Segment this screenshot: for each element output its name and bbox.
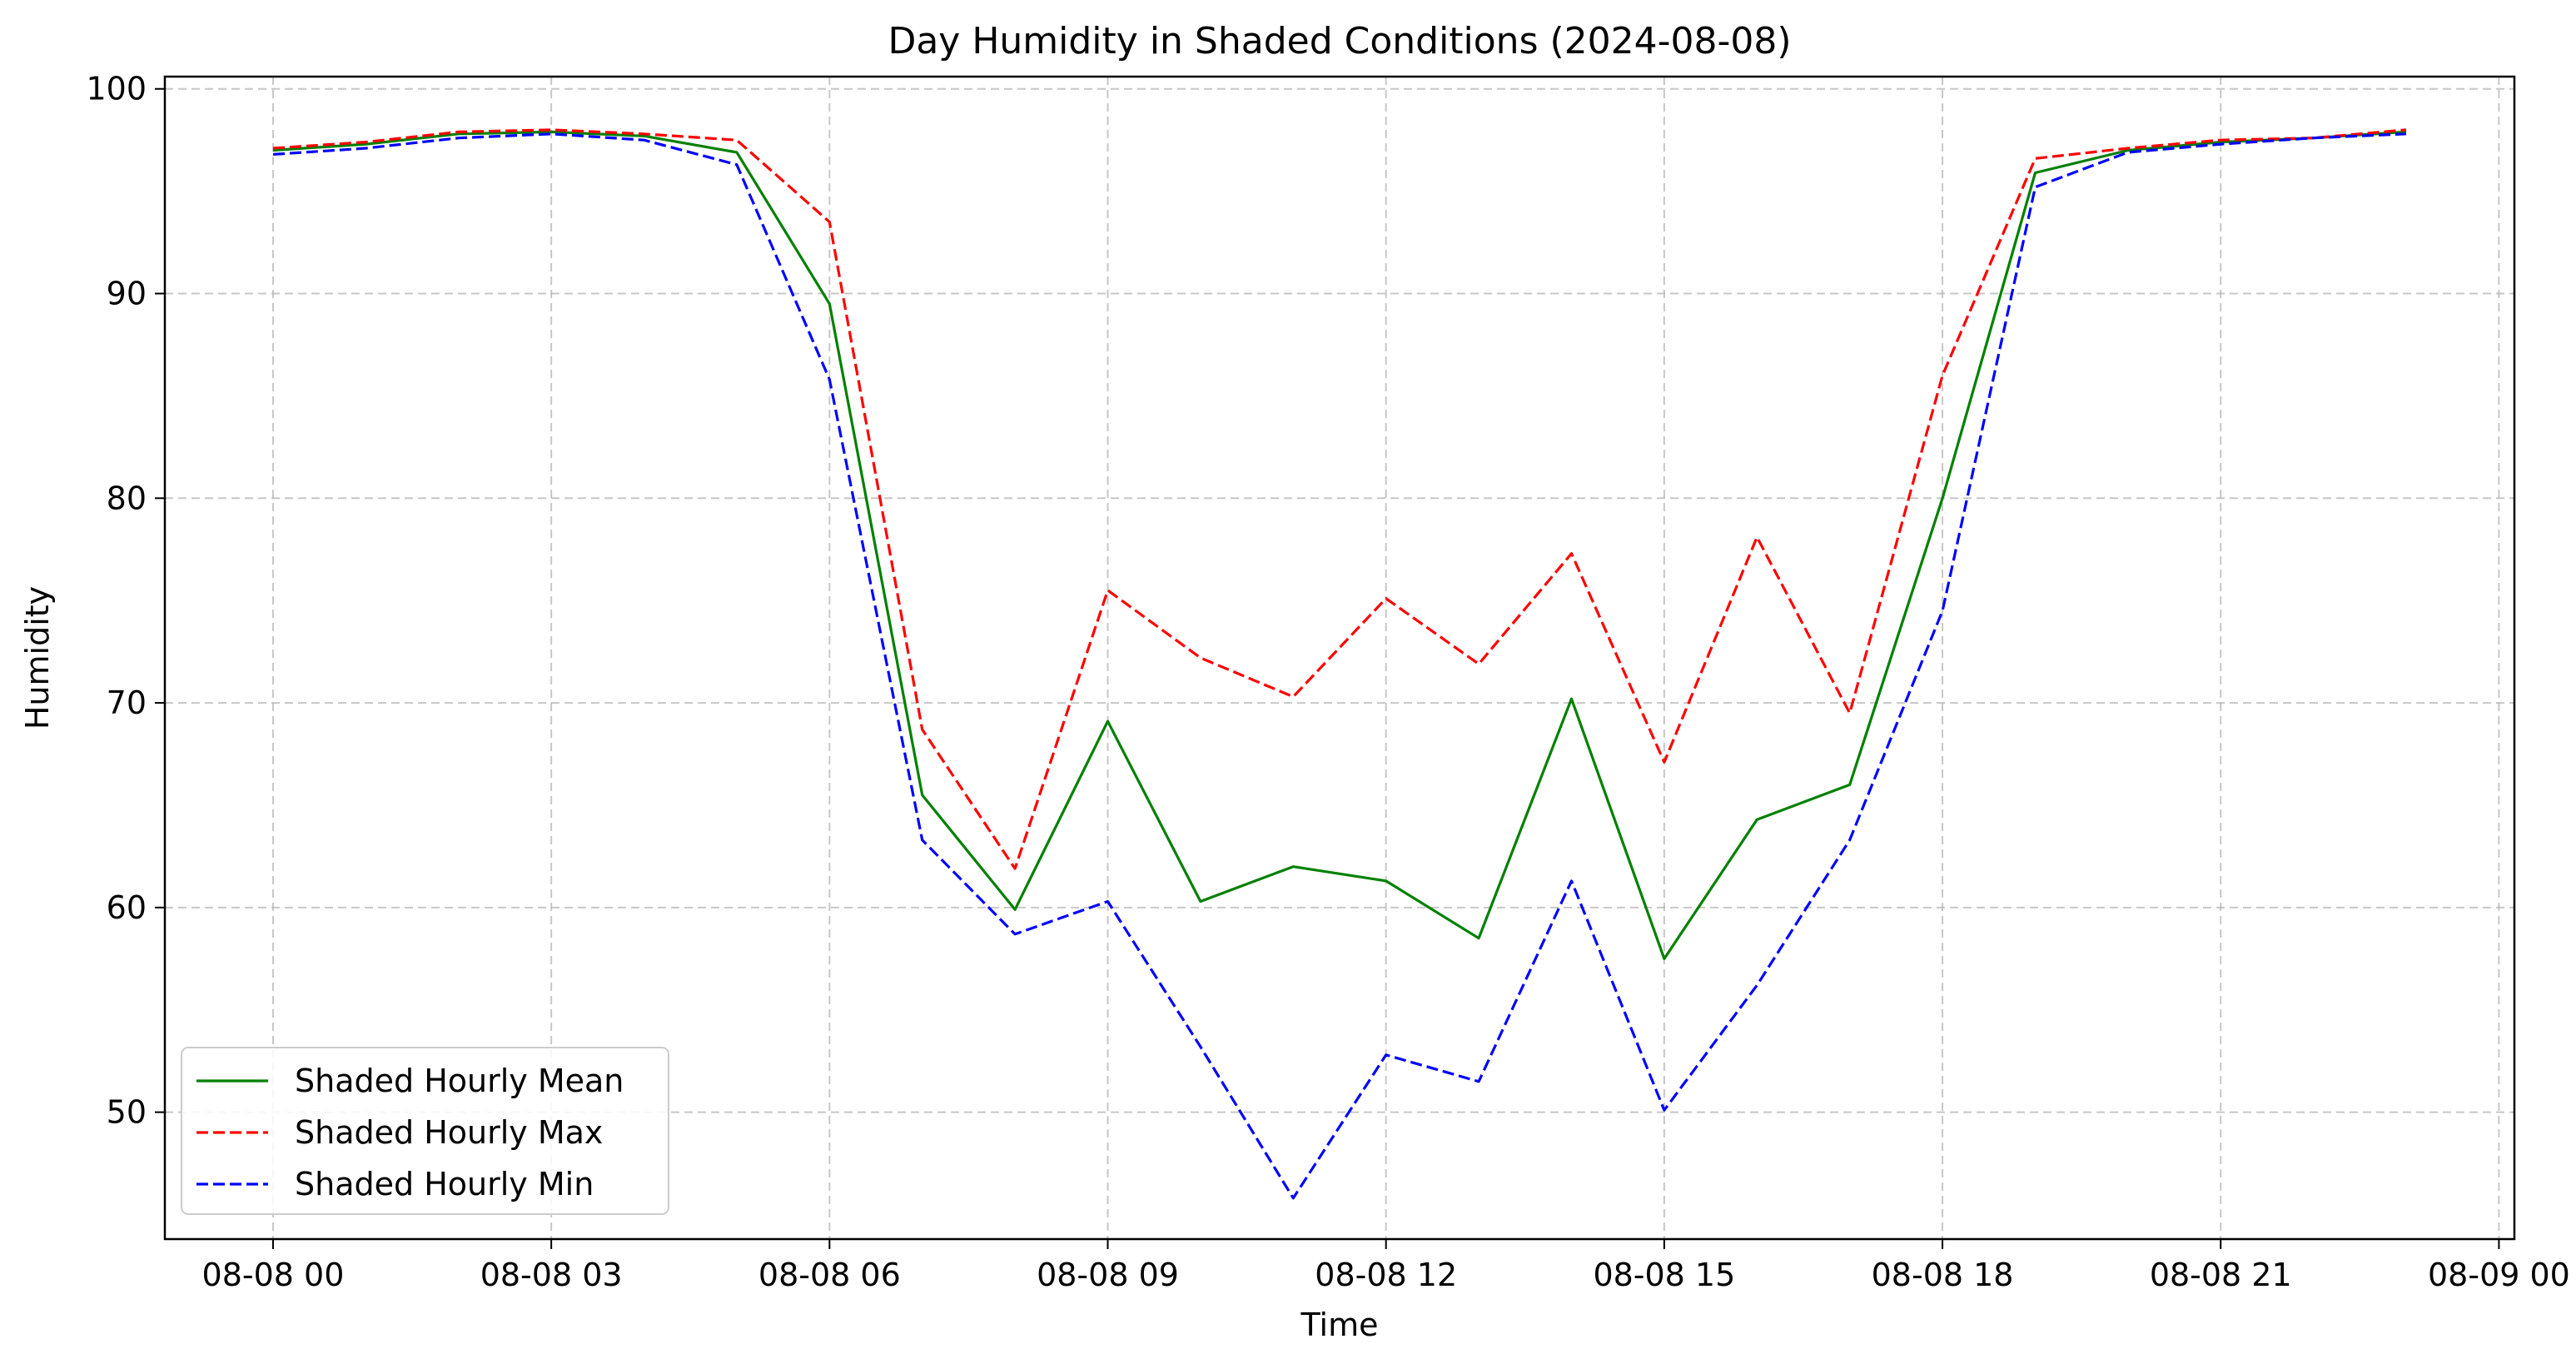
x-tick-label: 08-08 12 xyxy=(1315,1257,1457,1293)
legend-label-0: Shaded Hourly Mean xyxy=(295,1063,624,1099)
x-tick-label: 08-08 06 xyxy=(758,1257,901,1293)
grid xyxy=(165,77,2514,1239)
x-tick-label: 08-09 00 xyxy=(2428,1257,2570,1293)
x-tick-label: 08-08 18 xyxy=(1872,1257,2014,1293)
x-tick-label: 08-08 09 xyxy=(1037,1257,1179,1293)
y-tick-label: 90 xyxy=(107,276,147,312)
legend-label-2: Shaded Hourly Min xyxy=(295,1166,594,1202)
series-line-0 xyxy=(272,130,2407,960)
y-axis-label: Humidity xyxy=(19,586,56,729)
x-axis-label: Time xyxy=(1300,1307,1379,1343)
y-tick-label: 80 xyxy=(107,480,147,516)
x-tick-label: 08-08 15 xyxy=(1593,1257,1735,1293)
y-tick-label: 60 xyxy=(107,889,147,926)
x-tick-label: 08-08 00 xyxy=(202,1257,345,1293)
y-tick-label: 50 xyxy=(107,1094,147,1131)
legend-label-1: Shaded Hourly Max xyxy=(295,1114,603,1151)
x-tick-label: 08-08 21 xyxy=(2150,1257,2292,1293)
legend-box xyxy=(181,1047,669,1215)
chart-title: Day Humidity in Shaded Conditions (2024-… xyxy=(888,20,1791,62)
series-line-2 xyxy=(272,132,2407,1200)
series-line-1 xyxy=(272,128,2407,870)
y-tick-label: 70 xyxy=(107,684,147,721)
y-axis-ticks: 50 60 70 80 90 100 xyxy=(86,71,165,1131)
plot-frame xyxy=(163,75,2516,1241)
x-tick-label: 08-08 03 xyxy=(480,1257,623,1293)
y-tick-label: 100 xyxy=(86,71,147,107)
legend: Shaded Hourly Mean Shaded Hourly Max Shade… xyxy=(181,1047,669,1215)
x-axis-ticks: 08-08 00 08-08 03 08-08 06 08-08 09 08-08 12… xyxy=(202,1239,2570,1293)
series-lines xyxy=(272,128,2407,1200)
